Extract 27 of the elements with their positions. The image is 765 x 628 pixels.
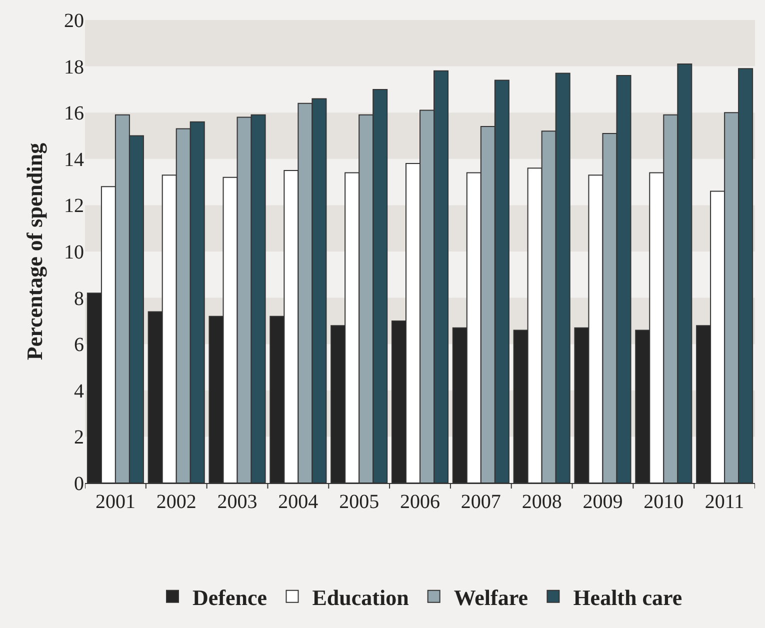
- y-tick-label: 18: [64, 56, 84, 78]
- y-tick-label: 20: [64, 10, 84, 32]
- legend-label: Defence: [192, 584, 268, 610]
- y-tick-label: 14: [64, 148, 84, 171]
- x-tick-label: 2004: [278, 491, 318, 513]
- y-tick-label: 0: [74, 473, 84, 495]
- y-axis-title: Percentage of spending: [22, 142, 47, 360]
- y-tick-label: 12: [64, 195, 84, 218]
- x-tick-label: 2008: [522, 491, 562, 513]
- x-tick-label: 2009: [582, 491, 623, 513]
- y-tick-label: 10: [64, 242, 84, 264]
- y-tick-label: 4: [74, 380, 84, 402]
- x-tick-label: 2005: [339, 491, 380, 513]
- legend-label: Welfare: [454, 584, 528, 610]
- legend-label: Education: [312, 584, 409, 610]
- y-tick-label: 6: [74, 334, 84, 356]
- y-tick-label: 16: [64, 102, 84, 125]
- y-tick-label: 2: [74, 426, 84, 449]
- x-tick-label: 2006: [400, 491, 440, 513]
- x-tick-label: 2011: [704, 491, 744, 513]
- x-tick-label: 2002: [156, 491, 196, 513]
- x-tick-label: 2010: [644, 491, 684, 513]
- x-tick-label: 2007: [460, 491, 501, 513]
- y-tick-label: 8: [74, 288, 84, 310]
- legend-label: Health care: [573, 584, 682, 610]
- x-tick-label: 2003: [217, 491, 258, 513]
- x-tick-label: 2001: [95, 491, 136, 513]
